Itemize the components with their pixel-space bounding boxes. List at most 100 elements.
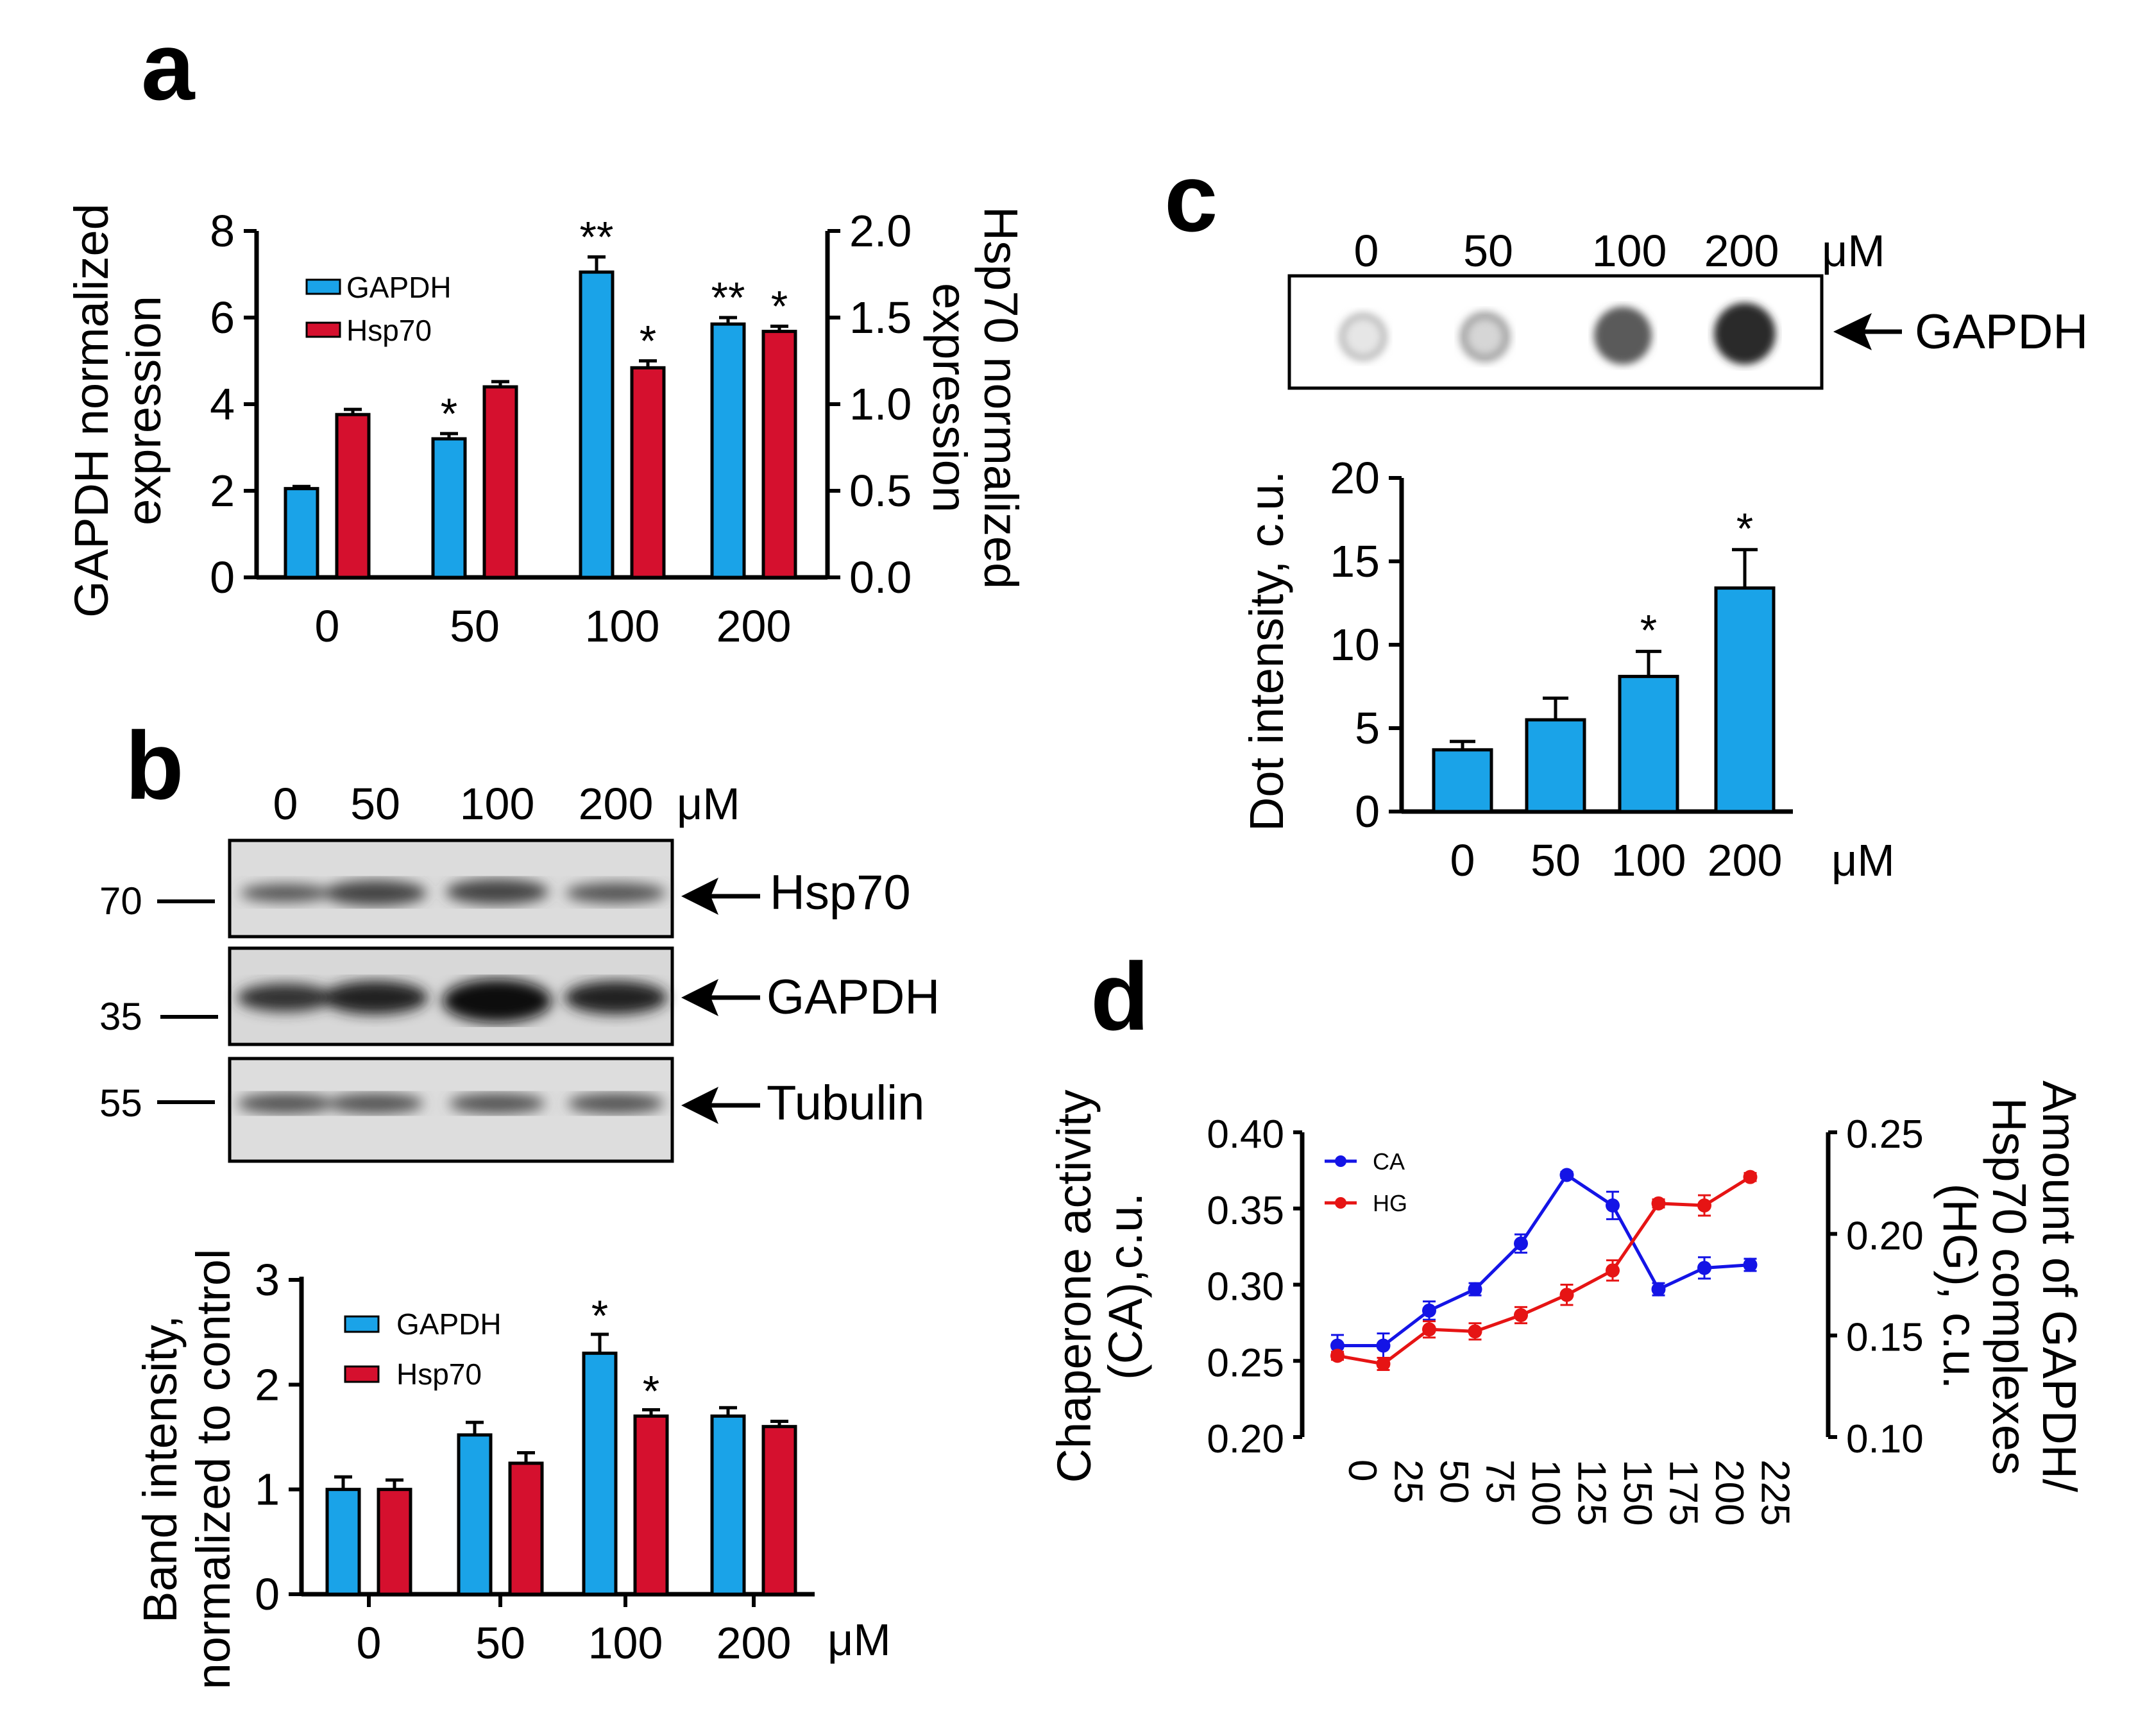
panel-d-ylabel-right-1: Amount of GAPDH/ xyxy=(2033,1080,2086,1492)
panel-b-legend: GAPDH Hsp70 xyxy=(344,1307,502,1391)
a-bar-gapdh-0 xyxy=(284,487,319,579)
d-left-tick-label-4: 0.40 xyxy=(1207,1112,1284,1157)
b-bar-hsp70-0 xyxy=(377,1488,412,1596)
panel-b-blot-header: 0 50 100 200 μM xyxy=(273,779,740,829)
a-bar-hsp70-200 xyxy=(761,330,797,579)
a-bar-hsp70-100 xyxy=(630,366,666,579)
a-bar-hsp70-50 xyxy=(482,385,518,579)
mw-marker-35: 35 xyxy=(99,995,142,1038)
d-point-hg-175 xyxy=(1651,1196,1666,1211)
a-err-hsp70-50 xyxy=(491,380,509,387)
a-err-gapdh-50 xyxy=(440,432,458,439)
c-err-0 xyxy=(1450,740,1475,750)
b-bar-gapdh-200 xyxy=(710,1414,746,1596)
blot-gapdh: 35 GAPDH xyxy=(99,946,940,1046)
a-x-tick-label-2: 100 xyxy=(585,601,660,651)
c-err-200 xyxy=(1732,548,1758,588)
c-bar-200 xyxy=(1714,586,1776,813)
panel-letter-d: d xyxy=(1090,942,1150,1050)
c-x-tick-label-3: 200 xyxy=(1708,835,1783,885)
c-y-tick-label-1: 5 xyxy=(1355,703,1380,753)
d-point-hg-25 xyxy=(1376,1357,1391,1371)
c-y-tick-label-4: 20 xyxy=(1330,453,1380,503)
a-right-tick-label-1: 0.5 xyxy=(849,466,912,516)
d-point-hg-100 xyxy=(1514,1308,1528,1322)
d-x-tick-label-5: 125 xyxy=(1570,1459,1614,1526)
panel-b-unit: μM xyxy=(827,1615,891,1665)
d-line-ca xyxy=(1337,1173,1751,1347)
legend-hsp70-swatch xyxy=(305,321,341,338)
a-bar-gapdh-50 xyxy=(431,437,467,579)
d-left-tick-label-3: 0.35 xyxy=(1207,1189,1284,1233)
d-point-hg-75 xyxy=(1468,1324,1482,1339)
legend-gapdh-label: GAPDH xyxy=(346,271,452,304)
a-star-hsp70-200: * xyxy=(771,282,788,331)
c-bar-100 xyxy=(1618,674,1679,813)
d-point-hg-0 xyxy=(1330,1349,1345,1363)
a-star-gapdh-200: ** xyxy=(711,273,745,322)
blot-label-hsp70: Hsp70 xyxy=(770,865,911,920)
d-x-tick-label-3: 75 xyxy=(1478,1459,1522,1504)
b-err-gapdh-0 xyxy=(334,1475,352,1490)
d-right-tick-label-1: 0.15 xyxy=(1846,1316,1924,1360)
panel-c-unit: μM xyxy=(1831,835,1895,885)
blot-c-header-unit: μM xyxy=(1822,226,1885,276)
panel-c-bars: ** xyxy=(1432,504,1776,813)
panel-letter-c: c xyxy=(1164,144,1217,251)
panel-letter-b: b xyxy=(125,711,184,819)
panel-b-ylabel-2: normalized to control xyxy=(187,1249,240,1690)
panel-a-ylabel-right-1: Hsp70 normalized xyxy=(974,207,1028,589)
c-err-100 xyxy=(1636,649,1661,677)
panel-d-ylabel-left-1: Chaperone activity xyxy=(1048,1090,1101,1483)
d-point-ca-200 xyxy=(1697,1261,1711,1275)
legend-b-hsp70-label: Hsp70 xyxy=(396,1357,482,1391)
panel-a-bars: ****** * xyxy=(284,213,797,579)
a-star-gapdh-50: * xyxy=(441,389,457,438)
b-y-tick-label-3: 3 xyxy=(255,1255,280,1305)
d-x-tick-label-6: 150 xyxy=(1615,1459,1659,1526)
panel-a-right-ticks: 0.0 0.5 1.0 1.5 2.0 xyxy=(827,206,912,602)
d-x-tick-label-8: 200 xyxy=(1707,1459,1751,1526)
a-right-tick-label-0: 0.0 xyxy=(849,552,912,602)
b-x-tick-label-2: 100 xyxy=(588,1618,663,1668)
blot-b-header-200: 200 xyxy=(579,779,654,829)
d-x-tick-label-4: 100 xyxy=(1523,1459,1568,1526)
panel-d: d 0.200.250.300.350.40 0.100.150.200.25 … xyxy=(1048,942,2086,1526)
panel-a-ylabel-right-2: expression xyxy=(923,283,976,513)
d-right-tick-label-2: 0.20 xyxy=(1846,1214,1924,1258)
b-err-gapdh-200 xyxy=(719,1406,737,1417)
d-line-hg xyxy=(1337,1175,1751,1366)
dot-blot-label: GAPDH xyxy=(1915,305,2088,359)
legend-gapdh-swatch xyxy=(305,278,341,295)
c-x-tick-label-1: 50 xyxy=(1531,835,1581,885)
legend-ca-marker xyxy=(1335,1155,1346,1167)
blot-b-header-100: 100 xyxy=(460,779,535,829)
d-point-ca-150 xyxy=(1606,1198,1620,1213)
panel-b-bars: ** xyxy=(325,1291,797,1596)
a-x-tick-label-3: 200 xyxy=(717,601,792,651)
panel-b-ylabel-1: Band intensity, xyxy=(133,1315,187,1623)
panel-b: b 0 50 100 200 μM 70 Hsp70 xyxy=(99,711,940,1689)
d-point-ca-175 xyxy=(1651,1282,1666,1297)
a-left-tick-label-2: 4 xyxy=(210,379,235,429)
d-point-ca-75 xyxy=(1468,1282,1482,1297)
a-err-gapdh-0 xyxy=(293,484,310,489)
a-bar-gapdh-200 xyxy=(710,322,746,579)
a-x-tick-label-0: 0 xyxy=(315,601,340,651)
panel-d-ylabel-right-2: Hsp70 complexes xyxy=(1983,1098,2036,1475)
blot-c-header-50: 50 xyxy=(1463,226,1513,276)
panel-c: c 0 50 100 200 μM GAPDH 0 5 10 15 20 xyxy=(1164,144,2088,885)
panel-d-ylabel-right-3: (HG), c.u. xyxy=(1933,1184,1987,1390)
d-x-tick-label-0: 0 xyxy=(1340,1459,1384,1481)
b-bar-hsp70-50 xyxy=(508,1461,544,1596)
panel-b-arrows xyxy=(681,878,760,1124)
panel-c-x-ticks: 0 50 100 200 xyxy=(1450,835,1783,885)
a-err-hsp70-100 xyxy=(639,359,657,368)
c-x-tick-label-0: 0 xyxy=(1450,835,1475,885)
panel-d-legend: CA HG xyxy=(1325,1148,1407,1216)
d-x-tick-label-9: 225 xyxy=(1753,1459,1797,1526)
c-star-200: * xyxy=(1736,504,1753,553)
d-point-hg-225 xyxy=(1743,1170,1758,1184)
b-x-tick-label-0: 0 xyxy=(357,1618,382,1668)
c-y-tick-label-2: 10 xyxy=(1330,620,1380,670)
